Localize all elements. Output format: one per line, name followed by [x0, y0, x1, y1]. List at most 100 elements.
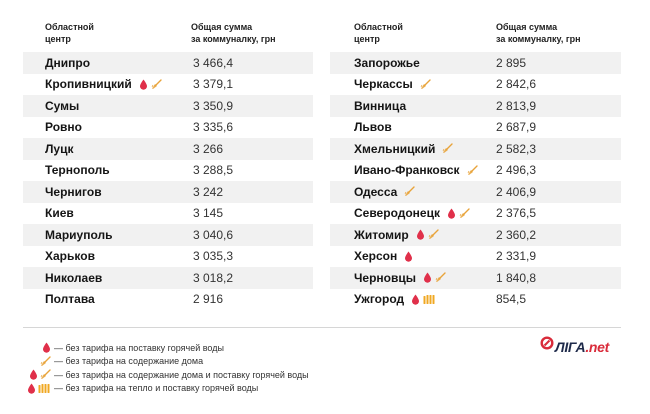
city-label: Одесса — [354, 184, 398, 199]
header-sum: Общая сумма за коммуналку, грн — [496, 21, 581, 45]
city-label: Херсон — [354, 249, 398, 264]
drop-icon — [42, 342, 51, 353]
broom-icon — [435, 272, 446, 283]
total-value: 2 331,9 — [496, 249, 537, 264]
left-table: Областной центр Общая сумма за коммуналк… — [23, 0, 313, 310]
drop-icon — [423, 272, 432, 283]
table-row: Одесса 2 406,9 — [330, 181, 621, 203]
table-row: Харьков 3 035,3 — [23, 246, 313, 268]
city-label: Львов — [354, 120, 392, 135]
city-label: Луцк — [45, 141, 74, 156]
total-value: 3 266 — [193, 141, 224, 156]
city-label: Тернополь — [45, 163, 110, 178]
total-value: 2 496,3 — [496, 163, 537, 178]
city-name: Ровно — [45, 120, 82, 134]
table-row: Луцк 3 266 — [23, 138, 313, 160]
legend-item: — без тарифа на содержание дома — [16, 355, 309, 369]
table-row: Черкассы 2 842,6 — [330, 74, 621, 96]
table-row: Винница 2 813,9 — [330, 95, 621, 117]
table-row: Запорожье 2 895 — [330, 52, 621, 74]
table-row: Чернигов 3 242 — [23, 181, 313, 203]
city-label: Сумы — [45, 98, 80, 113]
left-table-header: Областной центр Общая сумма за коммуналк… — [23, 0, 313, 52]
header-sum-line1: Общая сумма — [191, 22, 253, 32]
header-city: Областной центр — [354, 21, 403, 45]
city-name: Херсон — [354, 249, 413, 263]
tariff-icons — [423, 272, 446, 283]
table-row: Хмельницкий 2 582,3 — [330, 138, 621, 160]
city-label: Днипро — [45, 55, 91, 70]
city-name: Черновцы — [354, 271, 446, 285]
city-name: Житомир — [354, 228, 439, 242]
table-row: Кропивницкий 3 379,1 — [23, 74, 313, 96]
city-label: Николаев — [45, 270, 103, 285]
city-label: Винница — [354, 98, 407, 113]
drop-icon — [29, 369, 38, 380]
header-city-line1: Областной — [354, 22, 403, 32]
total-value: 3 335,6 — [193, 120, 234, 135]
total-value: 3 242 — [193, 184, 224, 199]
left-rows: Днипро 3 466,4 Кропивницкий 3 379,1 Сумы 3 35… — [23, 52, 313, 310]
city-label: Киев — [45, 206, 74, 221]
total-value: 3 350,9 — [193, 98, 234, 113]
city-name: Мариуполь — [45, 228, 112, 242]
city-name: Хмельницкий — [354, 141, 454, 156]
total-value: 3 035,3 — [193, 249, 234, 264]
total-value: 3 040,6 — [193, 227, 234, 242]
broom-icon — [151, 79, 162, 90]
total-value: 3 466,4 — [193, 55, 234, 70]
city-name: Запорожье — [354, 56, 420, 70]
legend-icons — [16, 369, 54, 380]
city-name: Полтава — [45, 292, 95, 306]
city-label: Черкассы — [354, 77, 413, 92]
tariff-icons — [467, 165, 478, 176]
city-label: Полтава — [45, 292, 95, 307]
total-value: 3 379,1 — [193, 77, 234, 92]
city-label: Ужгород — [354, 292, 405, 307]
radiator-icon — [38, 383, 51, 394]
table-row: Киев 3 145 — [23, 203, 313, 225]
table-row: Ровно 3 335,6 — [23, 117, 313, 139]
right-table-header: Областной центр Общая сумма за коммуналк… — [330, 0, 621, 52]
city-label: Кропивницкий — [45, 77, 132, 92]
legend-text: — без тарифа на тепло и поставку горячей… — [54, 383, 259, 394]
legend-icons — [16, 383, 54, 394]
city-name: Днипро — [45, 56, 90, 70]
table-row: Днипро 3 466,4 — [23, 52, 313, 74]
tariff-icons — [404, 251, 413, 262]
tariff-icons — [411, 294, 436, 305]
liga-logo-mark-icon — [540, 336, 554, 350]
table-row: Северодонецк 2 376,5 — [330, 203, 621, 225]
header-city-line1: Областной — [45, 22, 94, 32]
drop-icon — [139, 79, 148, 90]
city-name: Луцк — [45, 142, 73, 156]
total-value: 2 582,3 — [496, 141, 537, 156]
city-label: Мариуполь — [45, 227, 113, 242]
right-rows: Запорожье 2 895 Черкассы 2 842,6 Винница 2 81… — [330, 52, 621, 310]
header-sum-line2: за коммуналку, грн — [191, 34, 276, 44]
city-name: Кропивницкий — [45, 77, 162, 91]
logo-text: ЛIГА.net — [555, 339, 609, 355]
city-name: Северодонецк — [354, 206, 470, 220]
legend: — без тарифа на поставку горячей воды — б… — [16, 341, 309, 395]
city-name: Ужгород — [354, 292, 436, 306]
city-label: Ивано-Франковск — [354, 163, 460, 178]
legend-text: — без тарифа на содержание дома — [54, 356, 204, 367]
city-label: Хмельницкий — [354, 141, 436, 156]
drop-icon — [411, 294, 420, 305]
total-value: 1 840,8 — [496, 270, 537, 285]
broom-icon — [420, 79, 431, 90]
legend-text: — без тарифа на содержание дома и постав… — [54, 369, 309, 380]
table-row: Ужгород 854,5 — [330, 289, 621, 311]
legend-item: — без тарифа на содержание дома и постав… — [16, 368, 309, 382]
broom-icon — [467, 165, 478, 176]
city-label: Ровно — [45, 120, 82, 135]
broom-icon — [40, 369, 51, 380]
legend-item: — без тарифа на поставку горячей воды — [16, 341, 309, 355]
city-name: Чернигов — [45, 185, 102, 199]
drop-icon — [404, 251, 413, 262]
city-name: Львов — [354, 120, 392, 134]
header-sum-line1: Общая сумма — [496, 22, 558, 32]
total-value: 3 288,5 — [193, 163, 234, 178]
table-row: Ивано-Франковск 2 496,3 — [330, 160, 621, 182]
